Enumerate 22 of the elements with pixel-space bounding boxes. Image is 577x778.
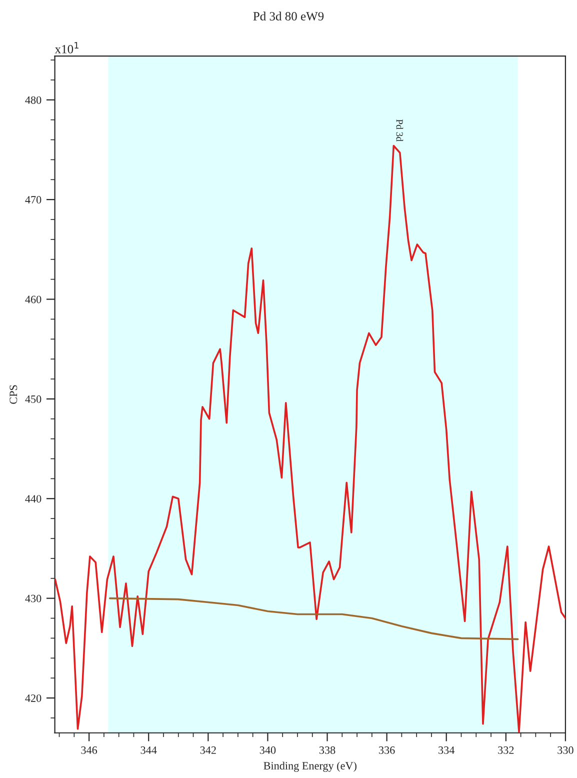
y-tick-label: 430 xyxy=(25,594,42,602)
x-tick-label: 344 xyxy=(140,746,157,754)
y-tick-label: 470 xyxy=(25,196,42,204)
y-tick-label: 420 xyxy=(25,694,42,702)
x-axis-title: Binding Energy (eV) xyxy=(264,762,356,772)
x-tick-label: 330 xyxy=(558,746,574,754)
x-tick-label: 342 xyxy=(200,746,216,754)
x-tick-label: 332 xyxy=(498,746,514,754)
x-tick-label: 346 xyxy=(81,746,98,754)
y-tick-label: 450 xyxy=(25,395,42,403)
annotation: Pd 3d xyxy=(396,119,404,142)
text: x10$^{1}$ xyxy=(54,42,78,54)
x-tick-label: 340 xyxy=(260,746,276,754)
line-series xyxy=(108,597,519,640)
chart-title: Pd 3d 80 eW9 xyxy=(253,12,324,21)
y-axis-title: CPS xyxy=(10,385,18,404)
y-tick-label: 440 xyxy=(25,495,42,503)
y-tick-label: 480 xyxy=(25,96,42,104)
x-tick-label: 334 xyxy=(438,746,455,754)
y-tick-label: 460 xyxy=(25,296,42,304)
x-tick-label: 336 xyxy=(379,746,395,754)
x-tick-label: 338 xyxy=(319,746,336,754)
